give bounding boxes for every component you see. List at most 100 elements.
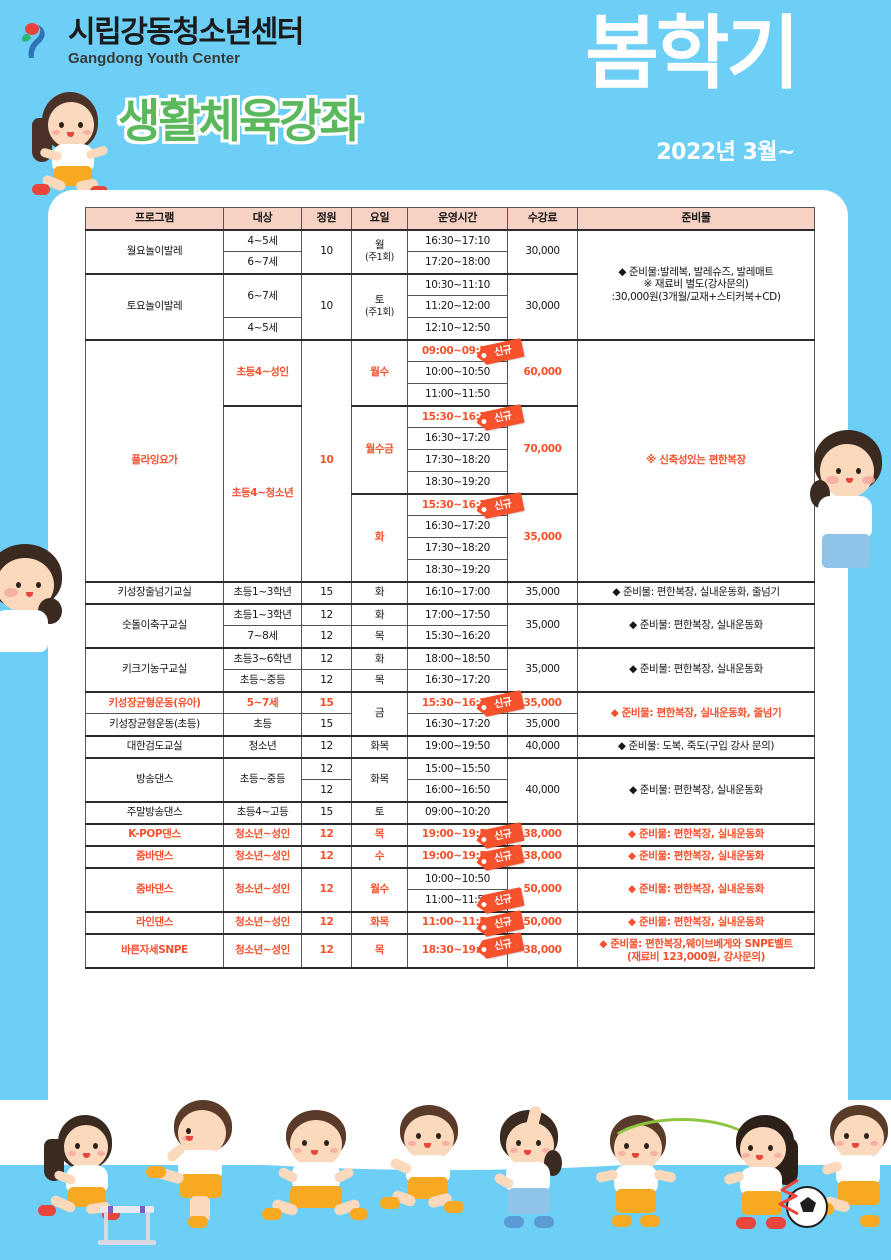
mascot-soccer-boy bbox=[814, 1105, 891, 1230]
cell-capacity: 12 bbox=[301, 602, 352, 626]
cell-day: 목 bbox=[351, 932, 408, 969]
cell-day: 화 bbox=[351, 602, 408, 626]
cell-day-main: 월 bbox=[374, 239, 385, 251]
cell-fee: 40,000 bbox=[507, 756, 578, 824]
cell-target: 4~5세 bbox=[223, 228, 302, 252]
table-row: 키성장줄넘기교실 초등1~3학년 15 화 16:10~17:00 35,000… bbox=[85, 580, 815, 604]
col-header-prep: 준비물 bbox=[577, 207, 815, 230]
cell-program: 키성장균형운동(유아) bbox=[85, 690, 224, 714]
cell-day: 화목 bbox=[351, 910, 408, 934]
cell-fee: 30,000 bbox=[507, 272, 578, 340]
cell-program: 라인댄스 bbox=[85, 910, 224, 934]
cell-capacity: 12 bbox=[301, 910, 352, 934]
cell-day: 수 bbox=[351, 844, 408, 868]
cell-time: 17:00~17:50 bbox=[407, 602, 508, 626]
cell-capacity: 15 bbox=[301, 580, 352, 604]
table-row: 방송댄스 초등~중등 12 화목 15:00~15:50 40,000 ◆ 준비… bbox=[85, 756, 815, 824]
cell-fee: 30,000 bbox=[507, 228, 578, 274]
cell-program: 바른자세SNPE bbox=[85, 932, 224, 969]
cell-time: 16:10~17:00 bbox=[407, 580, 508, 604]
table-row: 키크기농구교실 초등3~6학년 12 화 18:00~18:50 35,000 … bbox=[85, 646, 815, 692]
cell-day-sub: (주1회) bbox=[365, 307, 394, 319]
cell-target: 청소년~성인 bbox=[223, 844, 302, 868]
table-row: K-POP댄스 청소년~성인 12 목 19:00~19:50 신규 38,00… bbox=[85, 821, 815, 849]
cell-capacity: 12 bbox=[301, 646, 352, 670]
table-row: 토요놀이발레 6~7세 10 토 (주1회) 10:30~11:10 30,00… bbox=[85, 272, 815, 340]
cell-day: 금 bbox=[351, 690, 408, 736]
cell-target: 초등~중등 bbox=[223, 669, 302, 692]
cell-day: 월수 bbox=[351, 338, 408, 406]
table-row: 화 15:30~16:20 신규 35,000 bbox=[86, 491, 815, 582]
cell-capacity: 12 bbox=[301, 866, 352, 912]
cell-capacity: 15 bbox=[301, 800, 352, 824]
hurdle-icon bbox=[96, 1200, 158, 1253]
cell-fee: 35,000 bbox=[507, 713, 578, 736]
season-title: 봄학기 bbox=[585, 7, 800, 100]
table-row: 줌바댄스 청소년~성인 12 수 19:00~19:50 신규 38,000 ◆… bbox=[85, 843, 815, 871]
logo-mark-icon bbox=[16, 20, 60, 64]
mascot-running-boy-2 bbox=[378, 1105, 473, 1230]
cell-capacity: 10 bbox=[301, 338, 352, 582]
cell-time: 15:00~15:50 bbox=[407, 756, 508, 780]
logo-text-korean: 시립강동청소년센터 bbox=[68, 15, 304, 50]
table-header-row: 프로그램 대상 정원 요일 운영시간 수강료 준비물 bbox=[85, 207, 815, 230]
cell-capacity: 12 bbox=[301, 932, 352, 969]
table-row: 바른자세SNPE 청소년~성인 12 목 18:30~19:20 신규 38,0… bbox=[85, 931, 815, 969]
cell-fee: 40,000 bbox=[507, 734, 578, 758]
table-row: 키성장균형운동(유아) 5~7세 15 금 15:30~16:20 신규 35,… bbox=[85, 689, 815, 736]
cell-capacity: 10 bbox=[301, 228, 352, 274]
col-header-day: 요일 bbox=[351, 207, 408, 230]
cell-time: 12:10~12:50 bbox=[407, 317, 508, 340]
cell-target: 초등1~3학년 bbox=[223, 602, 302, 626]
cell-day: 화 bbox=[351, 492, 408, 582]
cell-target: 7~8세 bbox=[223, 625, 302, 648]
cell-time: 16:30~17:20 bbox=[407, 713, 508, 736]
cell-time: 16:30~17:10 bbox=[407, 228, 508, 252]
mascot-hurdler-girl bbox=[38, 1115, 128, 1230]
cell-target: 초등 bbox=[223, 713, 302, 736]
cell-time: 15:30~16:20 신규 bbox=[407, 689, 525, 717]
cell-capacity: 10 bbox=[301, 272, 352, 340]
cell-time: 18:30~19:20 bbox=[407, 471, 508, 494]
cell-prep: ※ 신축성있는 편한복장 bbox=[577, 338, 815, 582]
cell-capacity: 12 bbox=[301, 669, 352, 692]
cell-time: 10:00~10:50 bbox=[407, 866, 508, 890]
cell-day: 화 bbox=[351, 646, 408, 670]
cell-day: 화 bbox=[351, 580, 408, 604]
ball-motion-icon bbox=[778, 1178, 799, 1216]
col-header-fee: 수강료 bbox=[507, 207, 578, 230]
soccer-ball-icon bbox=[786, 1186, 828, 1228]
cell-program: 플라잉요가 bbox=[85, 338, 224, 582]
cell-target: 청소년~성인 bbox=[223, 932, 302, 969]
cell-target: 6~7세 bbox=[223, 251, 302, 274]
cell-time: 16:30~17:20 bbox=[407, 669, 508, 692]
mascot-running-girl bbox=[28, 92, 124, 200]
cell-day-main: 토 bbox=[374, 294, 385, 306]
cell-day: 토 bbox=[351, 800, 408, 824]
cell-target: 5~7세 bbox=[223, 690, 302, 714]
cell-program: 월요놀이발레 bbox=[85, 228, 224, 274]
cell-program: 방송댄스 bbox=[85, 756, 224, 802]
prep-line-3: :30,000원(3개월/교재+스티커북+CD) bbox=[611, 290, 781, 303]
cell-target: 초등~중등 bbox=[223, 756, 302, 802]
cell-prep: ◆ 준비물: 편한복장,웨이브베게와 SNPE벨트 (재료비 123,000원,… bbox=[577, 932, 815, 969]
cell-target: 초등3~6학년 bbox=[223, 646, 302, 670]
cell-capacity: 12 bbox=[301, 822, 352, 846]
cell-day: 목 bbox=[351, 625, 408, 648]
col-header-target: 대상 bbox=[223, 207, 302, 230]
col-header-capacity: 정원 bbox=[301, 207, 352, 230]
mascot-stretching-girl bbox=[482, 1104, 574, 1235]
cell-prep: ◆ 준비물: 편한복장, 실내운동화, 줄넘기 bbox=[577, 690, 815, 736]
cell-time: 15:30~16:20 신규 bbox=[407, 491, 525, 519]
cell-prep: ◆ 준비물: 편한복장, 실내운동화 bbox=[577, 602, 815, 648]
cell-capacity: 12 bbox=[301, 844, 352, 868]
cell-time: 11:00~11:50 신규 bbox=[407, 909, 525, 937]
mascot-stretching-boy bbox=[262, 1110, 368, 1230]
cell-time: 19:00~19:50 신규 bbox=[407, 843, 525, 871]
cell-time: 11:00~11:50 신규 bbox=[407, 887, 525, 914]
cell-target: 초등4~청소년 bbox=[223, 404, 302, 582]
cell-program: K-POP댄스 bbox=[85, 822, 224, 846]
cell-day: 화목 bbox=[351, 756, 408, 802]
cell-prep: ◆ 준비물: 편한복장, 실내운동화, 줄넘기 bbox=[577, 580, 815, 604]
cell-time: 19:00~19:50 bbox=[407, 734, 508, 758]
